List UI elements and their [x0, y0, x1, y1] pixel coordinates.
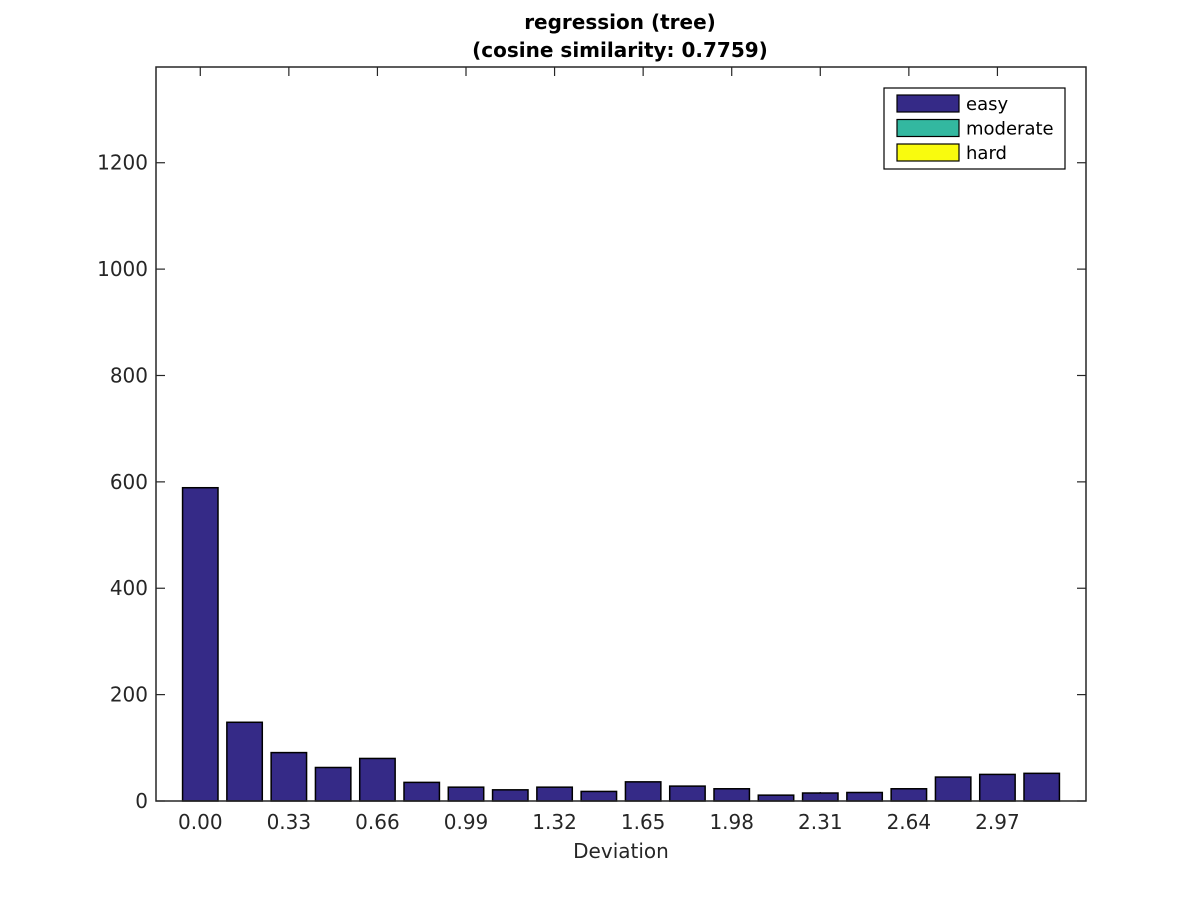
bar-easy-15: [846, 791, 884, 802]
x-tick-label: 1.32: [532, 810, 577, 834]
x-tick-label: 2.97: [975, 810, 1020, 834]
x-tick-label: 0.66: [355, 810, 400, 834]
bar-easy-12: [713, 788, 751, 802]
bar-easy-4: [358, 757, 396, 802]
bar-easy-5: [403, 781, 441, 802]
x-tick-label: 0.99: [444, 810, 489, 834]
legend-label-hard: hard: [966, 143, 1007, 164]
bar-easy-3: [314, 766, 352, 802]
x-axis-tick-labels: 0.00 0.33 0.66 0.99 1.32 1.65 1.98 2.31 2.64 2.97: [178, 810, 1020, 834]
bar-easy-18: [978, 773, 1016, 802]
bar-easy-9: [580, 790, 618, 802]
x-tick-label: 1.65: [621, 810, 666, 834]
y-tick-label: 0: [135, 789, 148, 813]
bar-easy-16: [890, 788, 928, 802]
legend-label-moderate: moderate: [966, 119, 1054, 140]
plot-area-frame: [155, 66, 1087, 802]
bar-easy-10: [624, 781, 662, 802]
bar-easy-17: [934, 776, 972, 802]
x-tick-label: 0.33: [267, 810, 312, 834]
x-tick-label: 1.98: [709, 810, 754, 834]
bars: [181, 486, 1061, 802]
x-tick-label: 2.31: [798, 810, 843, 834]
bar-easy-19: [1023, 772, 1061, 802]
axis-ticks: [156, 67, 1086, 802]
legend-label-easy: easy: [966, 94, 1008, 115]
legend-swatch-hard: [896, 143, 960, 162]
y-axis-tick-labels: 0 200 400 600 800 1000 1200: [97, 151, 148, 813]
bar-easy-2: [270, 751, 308, 802]
bar-easy-1: [226, 721, 264, 802]
bar-easy-6: [447, 786, 485, 802]
bar-easy-0: [181, 486, 219, 802]
chart-title-line-1: regression (tree): [524, 10, 716, 34]
bar-easy-11: [668, 785, 706, 802]
bar-easy-7: [491, 789, 529, 802]
y-tick-label: 200: [110, 683, 148, 707]
x-tick-label: 2.64: [887, 810, 932, 834]
y-tick-label: 400: [110, 576, 148, 600]
legend: easy moderate hard: [883, 87, 1066, 170]
bar-easy-14: [801, 792, 839, 802]
y-tick-label: 800: [110, 363, 148, 387]
bar-easy-13: [757, 794, 795, 802]
y-tick-label: 1200: [97, 151, 148, 175]
legend-swatch-moderate: [896, 118, 960, 138]
y-tick-label: 600: [110, 470, 148, 494]
x-axis-label: Deviation: [573, 839, 669, 863]
y-tick-label: 1000: [97, 257, 148, 281]
x-tick-label: 0.00: [178, 810, 223, 834]
chart-title-line-2: (cosine similarity: 0.7759): [472, 38, 768, 62]
bar-easy-8: [536, 786, 574, 802]
legend-swatch-easy: [896, 94, 960, 113]
